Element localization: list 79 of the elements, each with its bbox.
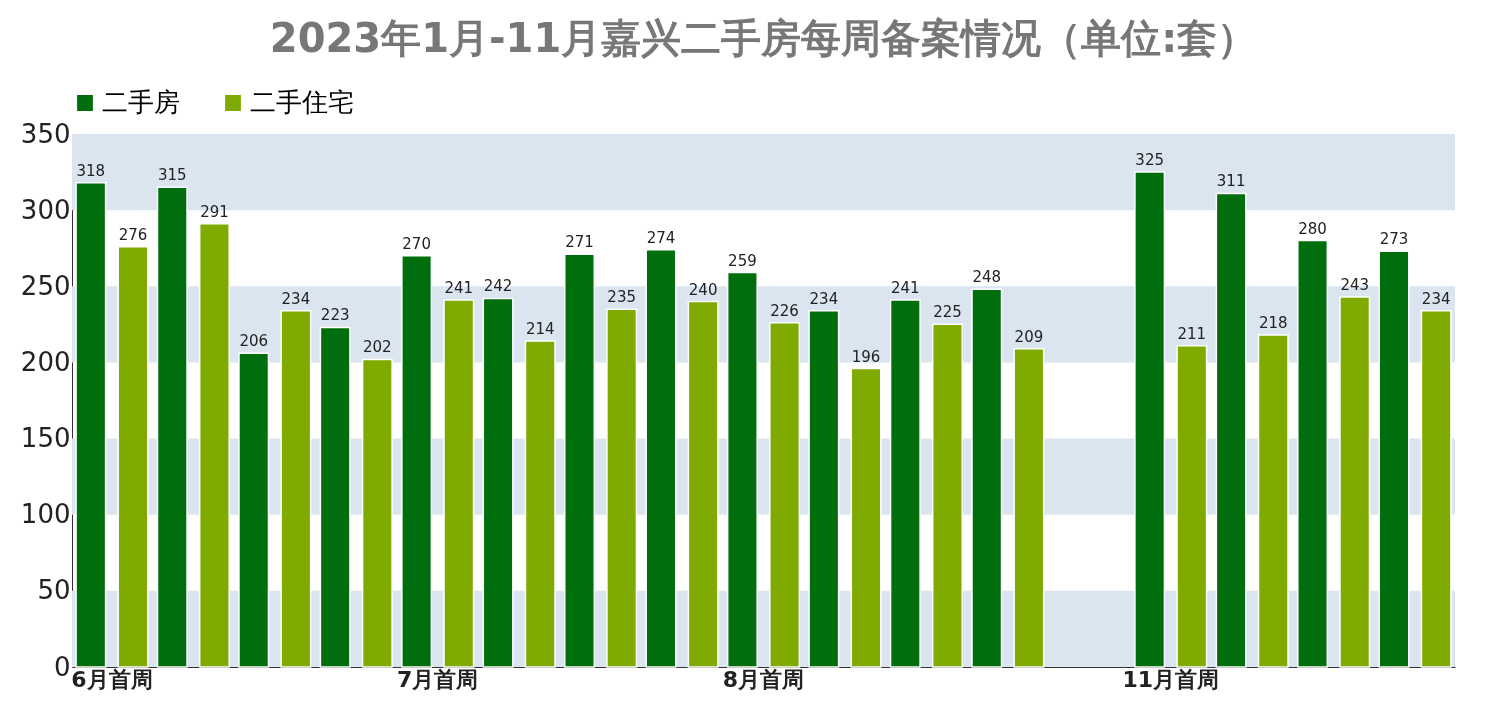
bar	[280, 309, 312, 668]
bar	[1297, 239, 1329, 668]
data-label: 218	[1258, 314, 1288, 333]
data-label: 248	[972, 268, 1002, 287]
y-tick-label: 0	[53, 651, 71, 682]
bar	[1013, 347, 1045, 668]
bar	[75, 181, 107, 668]
bar	[401, 255, 433, 668]
y-tick-label: 350	[20, 118, 71, 149]
x-tick-label: 6月首周	[71, 666, 153, 692]
data-label: 235	[607, 288, 636, 307]
bar	[482, 297, 514, 668]
bar	[726, 271, 758, 668]
y-tick-label: 250	[20, 270, 71, 301]
bar	[645, 248, 677, 668]
y-tick-label: 200	[20, 346, 71, 377]
y-tick-label: 100	[20, 499, 71, 530]
data-label: 214	[525, 320, 555, 339]
bar	[971, 288, 1003, 668]
data-label: 223	[320, 306, 350, 325]
chart-title: 2023年1月-11月嘉兴二手房每周备案情况（单位:套）	[269, 15, 1258, 61]
bar	[564, 253, 596, 668]
bar	[687, 300, 719, 668]
data-label: 241	[891, 278, 920, 297]
bar	[1176, 344, 1208, 668]
data-label: 196	[851, 347, 881, 366]
bar	[156, 186, 188, 668]
data-label: 270	[402, 234, 431, 253]
data-label: 234	[809, 289, 839, 308]
bar	[931, 323, 963, 668]
x-tick-label: 7月首周	[397, 666, 479, 692]
bar	[1378, 250, 1410, 668]
data-label: 311	[1216, 172, 1246, 191]
data-label: 240	[688, 280, 718, 299]
y-tick-label: 50	[37, 575, 71, 606]
bar	[889, 299, 921, 668]
x-tick-label: 11月首周	[1122, 666, 1220, 692]
y-tick-label: 150	[20, 423, 71, 454]
data-label: 225	[933, 303, 962, 322]
bar	[1134, 171, 1166, 668]
x-tick-label: 8月首周	[722, 666, 805, 692]
bar	[117, 245, 149, 668]
bar	[769, 322, 801, 668]
data-label: 291	[200, 202, 229, 221]
data-label: 271	[565, 233, 594, 252]
bar	[238, 352, 270, 668]
data-label: 209	[1014, 327, 1044, 346]
bar	[319, 326, 351, 668]
data-label: 234	[1421, 289, 1451, 308]
data-label: 273	[1379, 230, 1409, 249]
legend-label: 二手住宅	[250, 87, 354, 117]
data-label: 234	[281, 289, 311, 308]
data-label: 276	[118, 225, 148, 244]
data-label: 242	[483, 277, 513, 296]
data-label: 280	[1298, 219, 1327, 238]
data-label: 318	[76, 161, 106, 180]
bar	[606, 308, 638, 668]
data-label: 202	[363, 338, 392, 357]
bar	[1215, 192, 1247, 668]
data-label: 226	[770, 301, 799, 320]
bar	[1257, 334, 1289, 668]
bar	[1339, 296, 1371, 668]
bar	[198, 223, 230, 668]
bar	[361, 358, 393, 668]
data-label: 241	[444, 278, 474, 297]
bar	[1420, 309, 1452, 668]
legend-label: 二手房	[102, 87, 180, 117]
data-label: 274	[646, 228, 676, 247]
data-label: 206	[239, 332, 269, 351]
bar	[850, 367, 882, 668]
data-label: 259	[728, 251, 757, 270]
y-tick-label: 300	[20, 194, 71, 225]
bar	[808, 309, 840, 668]
bar	[524, 340, 556, 668]
data-label: 243	[1340, 275, 1370, 294]
data-label: 211	[1177, 324, 1207, 343]
data-label: 325	[1135, 151, 1164, 170]
data-label: 315	[157, 166, 187, 185]
bar	[443, 299, 475, 668]
